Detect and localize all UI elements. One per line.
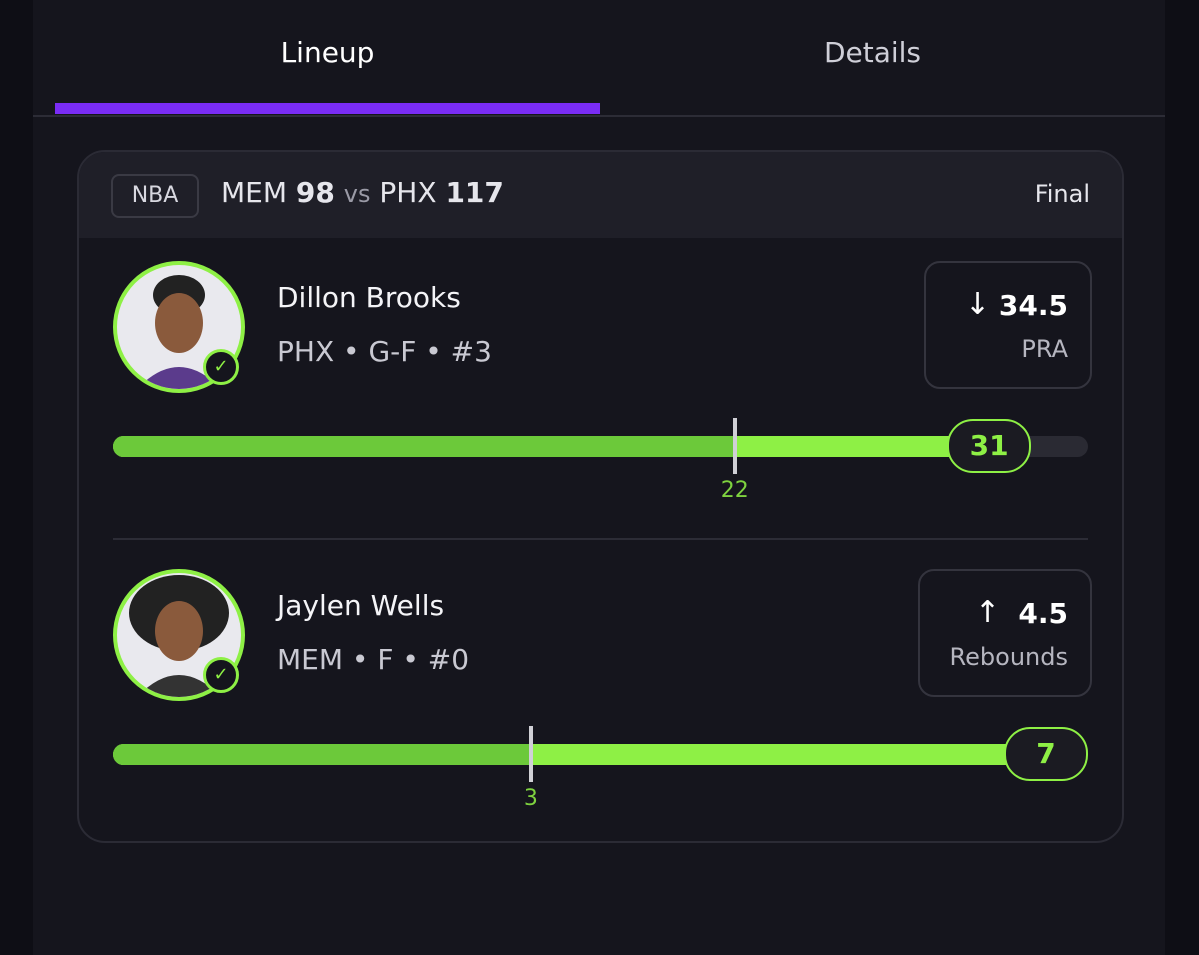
line-value: 34.5 — [998, 289, 1068, 322]
stat-label: PRA — [1021, 335, 1068, 363]
game-status: Final — [1034, 180, 1090, 208]
marker-line — [528, 726, 533, 782]
progress-marker-fill — [113, 436, 735, 457]
player-avatar — [113, 569, 245, 701]
score-line: MEM 98 vs PHX 117 — [221, 176, 504, 209]
line-box: ↓ 34.5 PRA — [924, 261, 1092, 389]
vs: vs — [343, 180, 371, 208]
actual-pill: 7 — [1004, 727, 1088, 781]
away-team: MEM — [221, 176, 288, 209]
player-name: Jaylen Wells — [277, 589, 445, 622]
home-team: PHX — [379, 176, 437, 209]
away-score: 98 — [295, 176, 335, 209]
player-divider — [113, 538, 1088, 540]
stat-label: Rebounds — [949, 643, 1068, 671]
game-card: NBA MEM 98 vs PHX 117 Final ✓ Dillon Broo… — [77, 150, 1124, 843]
line-value: 4.5 — [1018, 597, 1068, 630]
avatar-art — [129, 575, 229, 697]
league-badge: NBA — [111, 174, 199, 218]
tab-divider — [33, 115, 1165, 117]
tab-indicator — [55, 103, 600, 114]
marker-line — [732, 418, 737, 474]
card-header: NBA MEM 98 vs PHX 117 Final — [79, 152, 1122, 238]
player-avatar — [113, 261, 245, 393]
player-info: MEM • F • #0 — [277, 643, 470, 676]
marker-label: 22 — [720, 478, 749, 503]
avatar-art — [137, 275, 221, 389]
player-name: Dillon Brooks — [277, 281, 461, 314]
line-box: ↑ 4.5 Rebounds — [918, 569, 1092, 697]
tab[interactable]: Details — [823, 36, 922, 69]
marker-label: 3 — [523, 786, 538, 811]
home-score: 117 — [445, 176, 504, 209]
verified-badge: ✓ — [203, 657, 239, 693]
actual-pill: 31 — [947, 419, 1032, 473]
tab[interactable]: Lineup — [280, 36, 375, 69]
app: NBA MEM 98 vs PHX 117 Final ✓ Dillon Broo… — [33, 0, 1165, 955]
player-info: PHX • G-F • #3 — [277, 335, 492, 368]
progress-marker-fill — [113, 744, 531, 765]
direction-arrow: ↓ — [964, 287, 990, 322]
verified-badge: ✓ — [203, 349, 239, 385]
direction-arrow: ↑ — [974, 595, 1000, 630]
